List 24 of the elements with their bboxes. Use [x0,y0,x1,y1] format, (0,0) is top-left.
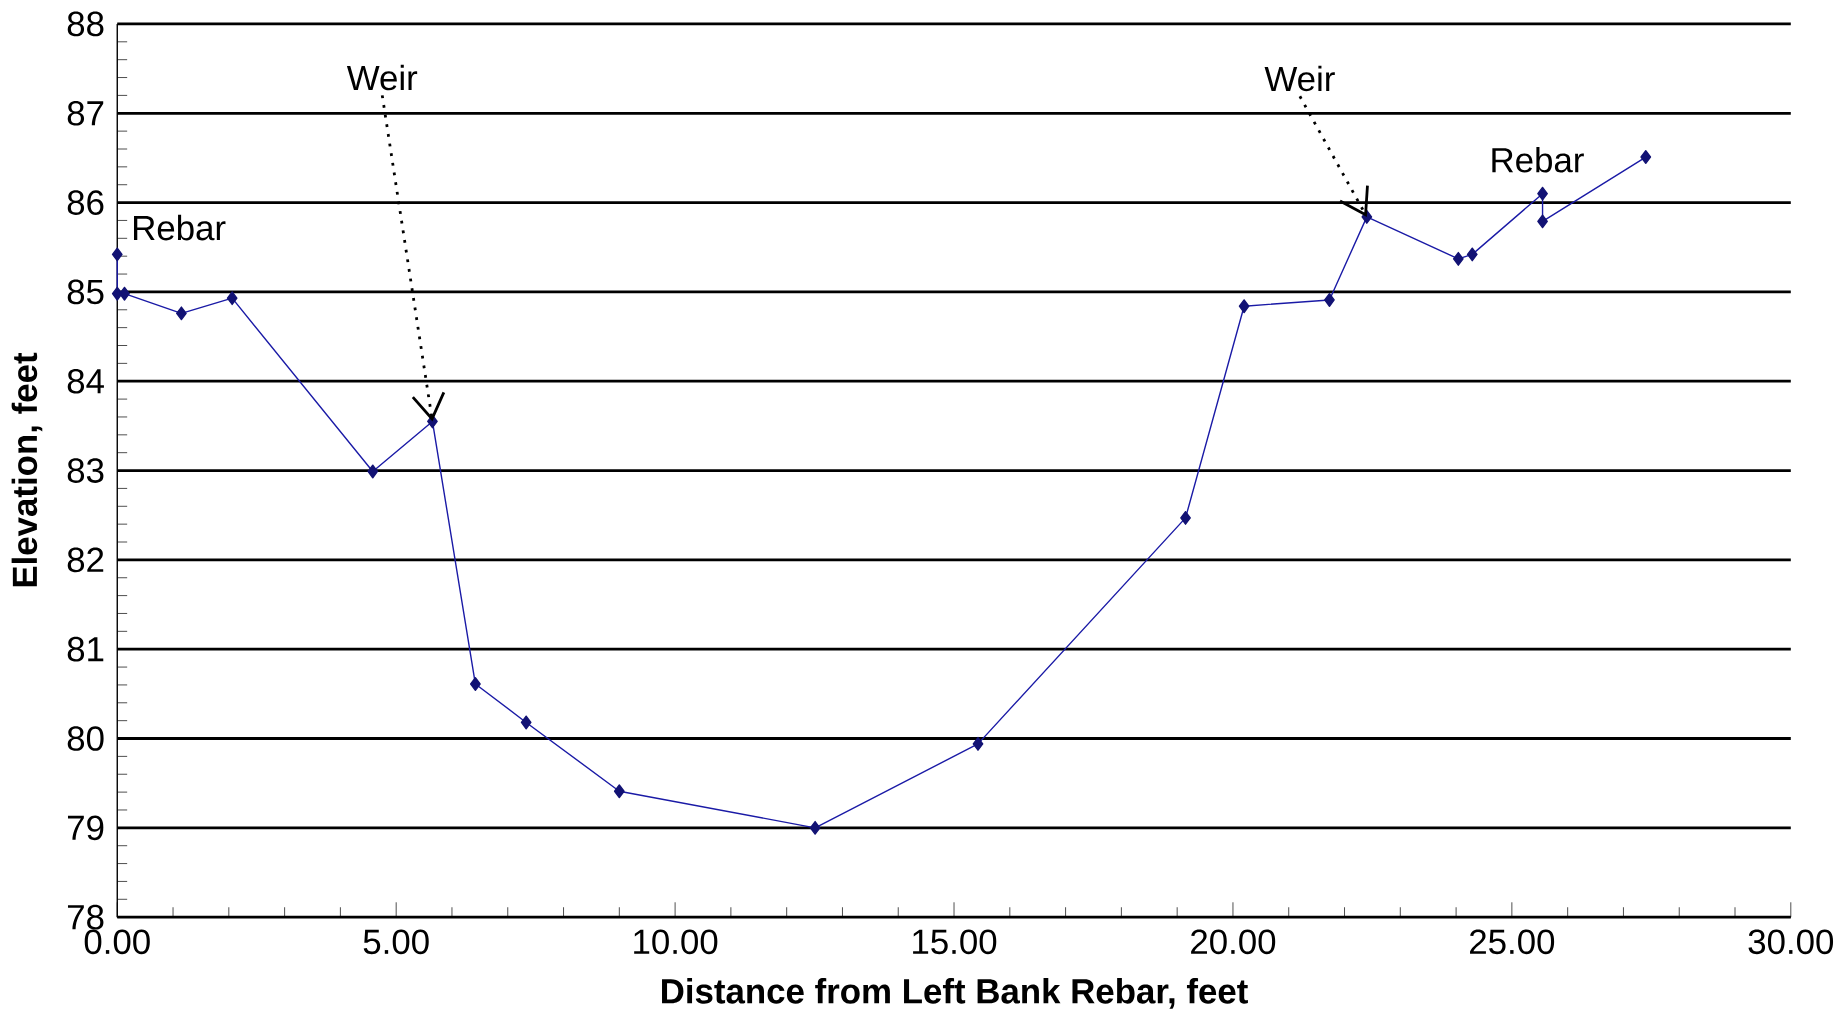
x-tick-label: 0.00 [84,929,150,954]
y-axis-title: Elevation, feet [11,352,43,587]
y-tick-label: 83 [67,458,104,483]
y-tick-label: 79 [67,815,104,841]
y-tick-label: 82 [67,547,104,573]
x-tick-label: 10.00 [634,929,718,954]
annotation: Rebar [134,214,226,241]
x-tick-label: 30.00 [1748,929,1834,954]
y-tick-label: 87 [67,100,104,126]
annotation: Weir [1264,65,1335,92]
y-tick-label: 80 [67,726,104,751]
x-axis-title: Distance from Left Bank Rebar, feet [662,977,1248,1009]
x-tick-label: 15.00 [913,929,997,954]
annotation: Weir [346,64,418,91]
annotation: Rebar [1492,146,1584,173]
x-tick-label: 25.00 [1470,929,1555,954]
x-tick-label: 5.00 [363,929,429,954]
y-tick-label: 84 [67,368,104,394]
y-tick-label: 86 [67,190,104,215]
y-tick-label: 88 [67,11,104,37]
y-tick-label: 78 [67,904,104,930]
x-tick-label: 20.00 [1191,929,1276,954]
y-tick-label: 85 [67,279,104,305]
y-tick-label: 81 [67,636,104,662]
